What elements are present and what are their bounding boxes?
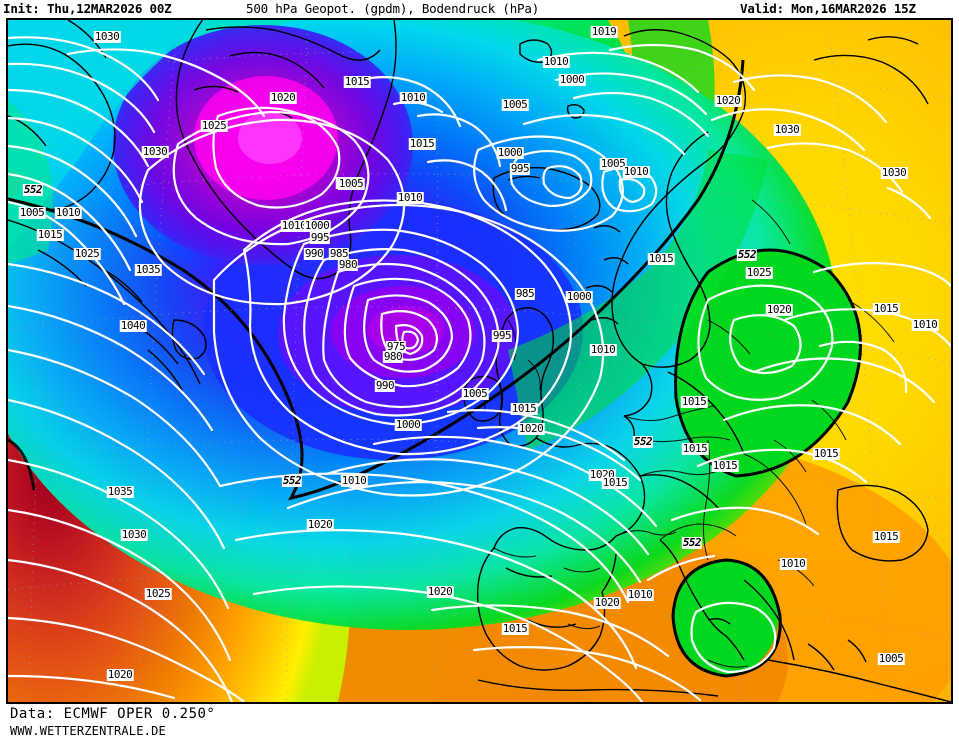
isobar-label: 1020 [306, 518, 334, 531]
isobar-label: 1025 [144, 587, 172, 600]
isobar-label: 990 [303, 247, 325, 260]
isobar-label: 1020 [426, 585, 454, 598]
isobar-label: 1000 [496, 146, 524, 159]
isobar-label: 1010 [779, 557, 807, 570]
isobar-label: 1015 [872, 302, 900, 315]
isobar-label: 1015 [647, 252, 675, 265]
isobar-label: 1005 [599, 157, 627, 170]
isobar-label: 1015 [872, 530, 900, 543]
isobar-label: 1010 [399, 91, 427, 104]
isobar-label: 1030 [880, 166, 908, 179]
data-source-label: Data: ECMWF OPER 0.250° [10, 706, 216, 722]
isobar-label: 985 [328, 247, 350, 260]
graticule [8, 20, 951, 702]
isobar-label: 1015 [711, 459, 739, 472]
isobar-label: 1000 [303, 219, 331, 232]
isobar-label: 985 [514, 287, 536, 300]
isobar-label: 1015 [812, 447, 840, 460]
isobar-label: 975 [385, 340, 407, 353]
isobar-label: 1000 [565, 290, 593, 303]
page-title: 500 hPa Geopot. (gpdm), Bodendruck (hPa) [246, 1, 540, 16]
isobar-label: 1015 [681, 442, 709, 455]
h500-contour-label: 552 [632, 435, 654, 448]
isobar-label: 1015 [408, 137, 436, 150]
isobar-label: 1010 [396, 191, 424, 204]
h500-contour-label: 552 [281, 474, 303, 487]
map-canvas[interactable]: 1030 1020 1025 1030 1015 1010 1015 1005 1019 1010… [6, 18, 953, 704]
isobar-label: 1005 [337, 177, 365, 190]
isobar-label: 1025 [73, 247, 101, 260]
isobar-label: 990 [374, 379, 396, 392]
isobar-label: 995 [309, 231, 331, 244]
isobar-label: 1025 [745, 266, 773, 279]
isobar-label: 1015 [36, 228, 64, 241]
isobar-label: 1019 [590, 25, 618, 38]
valid-time-label: Valid: Mon,16MAR2026 15Z [740, 1, 916, 16]
isobar-label: 1005 [877, 652, 905, 665]
isobar-label: 1015 [501, 622, 529, 635]
isobar-label: 1010 [622, 165, 650, 178]
isobar-label: 1020 [714, 94, 742, 107]
isobar-label: 1010 [589, 343, 617, 356]
isobar-label: 1015 [601, 476, 629, 489]
isobar-label: 1005 [461, 387, 489, 400]
isobar-label: 995 [509, 162, 531, 175]
isobar-label: 1035 [106, 485, 134, 498]
isobar-label: 1025 [200, 119, 228, 132]
isobar-label: 1005 [18, 206, 46, 219]
isobar-label: 1030 [93, 30, 121, 43]
isobar-label: 1030 [773, 123, 801, 136]
isobar-label: 1020 [269, 91, 297, 104]
isobar-label: 1040 [119, 319, 147, 332]
h500-contour-label: 552 [681, 536, 703, 549]
isobar-label: 1010 [280, 219, 308, 232]
header-bar: Init: Thu,12MAR2026 00Z 500 hPa Geopot. … [0, 0, 959, 17]
isobar-label: 1010 [340, 474, 368, 487]
isobar-label: 1010 [626, 588, 654, 601]
isobar-label: 1000 [558, 73, 586, 86]
isobar-label: 1020 [593, 596, 621, 609]
isobar-label: 1015 [343, 75, 371, 88]
isobar-label: 1020 [517, 422, 545, 435]
isobar-label: 1015 [510, 402, 538, 415]
isobar-label: 995 [491, 329, 513, 342]
h500-contour-label: 552 [22, 183, 44, 196]
isobar-label: 1005 [501, 98, 529, 111]
isobar-label: 1000 [394, 418, 422, 431]
init-time-label: Init: Thu,12MAR2026 00Z [3, 1, 172, 16]
isobar-label: 980 [337, 258, 359, 271]
isobar-label: 1030 [141, 145, 169, 158]
isobar-layer [8, 36, 951, 702]
isobar-label: 1020 [106, 668, 134, 681]
isobar-label: 1010 [542, 55, 570, 68]
isobar-label: 980 [382, 350, 404, 363]
border-layer [475, 199, 895, 668]
footer-bar: Data: ECMWF OPER 0.250° WWW.WETTERZENTRA… [0, 704, 959, 741]
website-label: WWW.WETTERZENTRALE.DE [10, 724, 166, 738]
isobar-label: 1015 [680, 395, 708, 408]
isobar-label: 1035 [134, 263, 162, 276]
isobar-label: 1010 [54, 206, 82, 219]
isobar-label: 1020 [765, 303, 793, 316]
isobar-label: 1010 [911, 318, 939, 331]
isobar-label: 1030 [120, 528, 148, 541]
h500-contour-label: 552 [736, 248, 758, 261]
